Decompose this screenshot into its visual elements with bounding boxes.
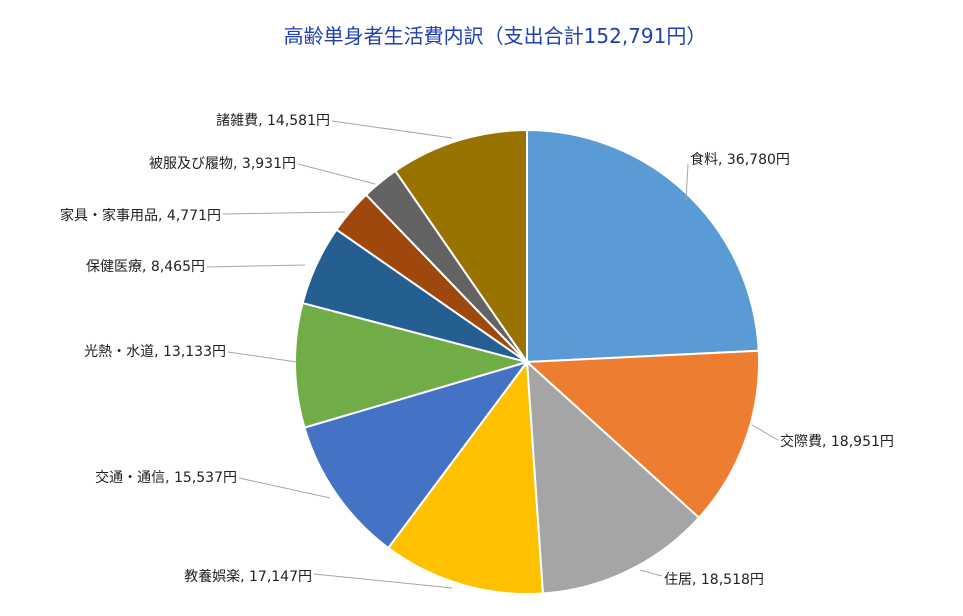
pie-slice	[294, 301, 531, 429]
leader-line	[313, 573, 453, 589]
leader-line	[238, 477, 331, 499]
leader-line	[227, 351, 298, 363]
pie-slice	[526, 128, 760, 364]
data-label: 諸雑費, 14,581円	[216, 113, 330, 129]
data-label: 保健医療, 8,465円	[86, 258, 205, 275]
data-label: 教養娯楽, 17,147円	[184, 568, 312, 585]
leader-lines	[206, 120, 779, 589]
pie-slice	[393, 128, 528, 366]
data-label: 交際費, 18,951円	[780, 433, 894, 450]
leader-line	[639, 569, 663, 577]
data-label: 住居, 18,518円	[664, 572, 764, 588]
data-label: 被服及び履物, 3,931円	[149, 156, 296, 172]
leader-line	[685, 163, 689, 201]
pie-slices	[294, 128, 761, 595]
leader-line	[206, 264, 306, 268]
leader-line	[751, 424, 779, 441]
pie-slice	[303, 360, 530, 550]
data-label: 家具・家事用品, 4,771円	[60, 207, 221, 224]
leader-line	[297, 163, 376, 185]
chart-title: 高齢単身者生活費内訳（支出合計152,791円）	[284, 24, 707, 48]
leader-line	[331, 120, 453, 139]
pie-slice	[525, 359, 701, 595]
leader-line	[222, 211, 346, 215]
pie-slice	[524, 349, 761, 520]
data-label: 交通・通信, 15,537円	[95, 469, 237, 486]
pie-slice	[386, 359, 544, 595]
data-label: 光熱・水道, 13,133円	[84, 344, 226, 360]
data-label: 食料, 36,780円	[690, 151, 790, 168]
